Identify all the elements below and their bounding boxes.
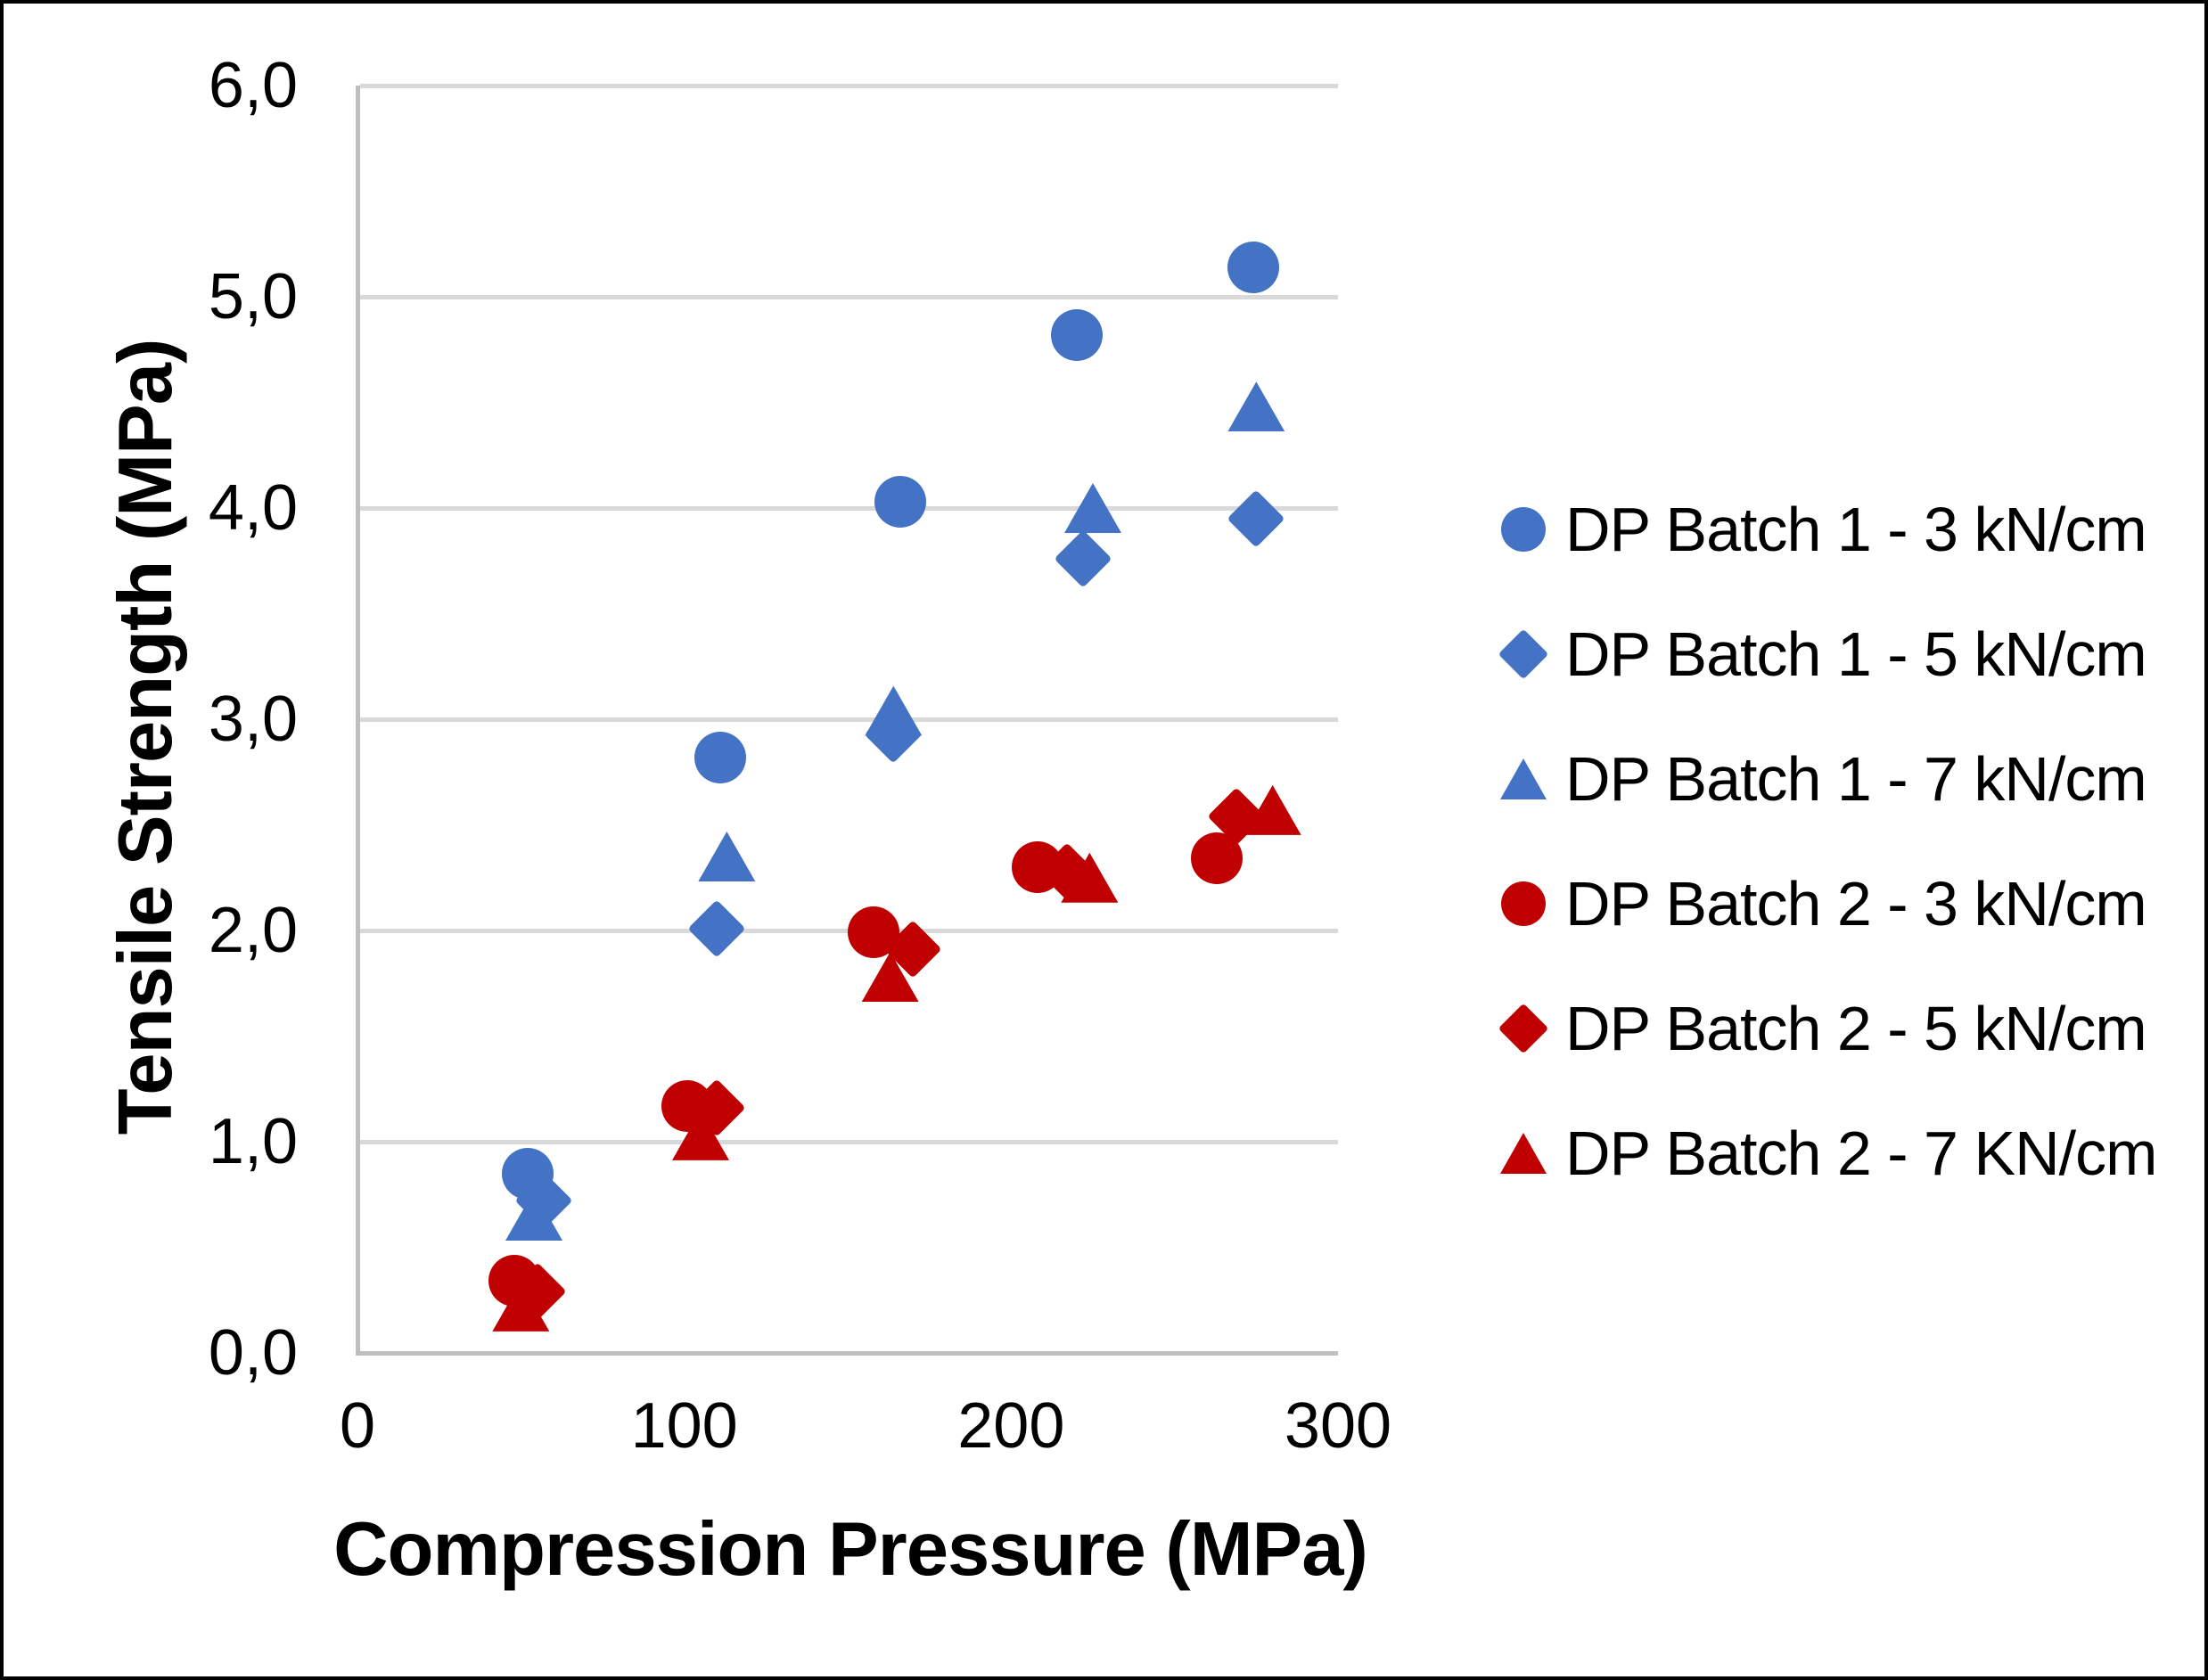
legend-label: DP Batch 1 - 5 kN/cm <box>1565 619 2147 689</box>
data-point-marker-circle <box>874 475 926 528</box>
data-point-marker-circle <box>1227 241 1279 293</box>
triangle-legend-icon <box>1494 758 1553 799</box>
triangle-icon <box>1500 758 1547 799</box>
data-point-marker-circle <box>1050 308 1103 361</box>
y-tick-label: 5,0 <box>208 261 298 332</box>
y-tick-label: 6,0 <box>208 50 298 121</box>
y-tick-label: 1,0 <box>208 1106 298 1177</box>
gridline <box>360 295 1338 299</box>
diamond-icon <box>1498 1003 1549 1054</box>
y-tick-label: 3,0 <box>208 684 298 755</box>
triangle-legend-icon <box>1494 1133 1553 1174</box>
x-tick-label: 100 <box>630 1390 738 1462</box>
data-point-marker-triangle <box>698 832 756 882</box>
legend: DP Batch 1 - 3 kN/cm DP Batch 1 - 5 kN/cm… <box>1494 467 2157 1216</box>
data-point-marker-diamond <box>1054 529 1112 588</box>
gridline <box>360 506 1338 511</box>
legend-label: DP Batch 1 - 3 kN/cm <box>1565 495 2147 564</box>
circle-icon <box>1501 507 1546 552</box>
data-point-marker-triangle <box>1227 381 1285 432</box>
legend-item-5: DP Batch 2 - 5 kN/cm <box>1494 966 2156 1091</box>
data-point-marker-circle <box>694 731 746 783</box>
legend-item-4: DP Batch 2 - 3 kN/cm <box>1494 841 2156 966</box>
data-point-marker-triangle <box>865 685 923 736</box>
legend-label: DP Batch 2 - 5 kN/cm <box>1565 994 2147 1063</box>
y-tick-label: 4,0 <box>208 472 298 544</box>
legend-label: DP Batch 2 - 3 kN/cm <box>1565 869 2147 938</box>
x-tick-label: 300 <box>1284 1390 1392 1462</box>
legend-label: DP Batch 1 - 7 kN/cm <box>1565 744 2147 814</box>
x-tick-label: 200 <box>957 1390 1065 1462</box>
y-axis-line <box>356 86 360 1356</box>
gridline <box>360 1140 1338 1144</box>
legend-label: DP Batch 2 - 7 KN/cm <box>1565 1119 2157 1188</box>
circle-legend-icon <box>1494 507 1553 552</box>
triangle-icon <box>1500 1133 1547 1174</box>
legend-item-3: DP Batch 1 - 7 kN/cm <box>1494 717 2156 841</box>
x-tick-label: 0 <box>339 1390 376 1462</box>
gridline <box>360 84 1338 88</box>
diamond-legend-icon <box>1494 628 1553 680</box>
gridline <box>360 717 1338 722</box>
circle-icon <box>1501 881 1546 926</box>
legend-item-6: DP Batch 2 - 7 KN/cm <box>1494 1091 2157 1216</box>
legend-item-2: DP Batch 1 - 5 kN/cm <box>1494 592 2156 717</box>
diamond-legend-icon <box>1494 1003 1553 1054</box>
data-point-marker-diamond <box>1227 489 1285 548</box>
x-axis-title: Compression Pressure (MPa) <box>333 1507 1368 1592</box>
data-point-marker-diamond <box>687 899 746 958</box>
legend-item-1: DP Batch 1 - 3 kN/cm <box>1494 467 2156 592</box>
y-tick-label: 0,0 <box>208 1317 298 1389</box>
circle-legend-icon <box>1494 881 1553 926</box>
y-tick-label: 2,0 <box>208 895 298 966</box>
x-axis-line <box>356 1351 1338 1356</box>
diamond-icon <box>1498 628 1549 680</box>
